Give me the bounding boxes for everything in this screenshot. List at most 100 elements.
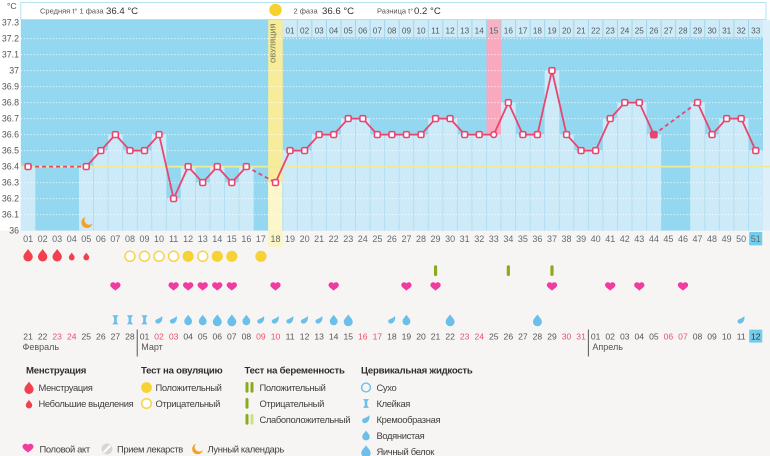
svg-text:29: 29 [431,234,441,244]
svg-text:18: 18 [533,26,543,35]
svg-text:50: 50 [736,234,746,244]
svg-text:08: 08 [387,26,397,35]
svg-text:26: 26 [649,26,659,35]
svg-text:04: 04 [183,332,193,342]
svg-text:36.2: 36.2 [2,194,19,204]
svg-text:22: 22 [445,332,455,342]
svg-text:24: 24 [474,332,484,342]
svg-text:28: 28 [125,332,135,342]
svg-text:Кремообразная: Кремообразная [377,414,441,425]
svg-text:21: 21 [577,26,587,35]
svg-text:02: 02 [38,234,48,244]
svg-text:05: 05 [81,234,91,244]
svg-text:02: 02 [605,332,615,342]
svg-text:02: 02 [300,26,310,35]
svg-text:Март: Март [141,342,163,352]
svg-text:25: 25 [635,26,645,35]
svg-text:46: 46 [678,234,688,244]
svg-text:10: 10 [416,26,426,35]
svg-text:31: 31 [460,234,470,244]
svg-text:Менструация: Менструация [26,366,86,377]
svg-text:23: 23 [52,332,62,342]
svg-text:07: 07 [678,332,688,342]
svg-text:36.4: 36.4 [2,162,19,172]
svg-text:01: 01 [591,332,601,342]
svg-text:06: 06 [664,332,674,342]
svg-text:43: 43 [634,234,644,244]
svg-text:26: 26 [387,234,397,244]
svg-text:24: 24 [620,26,630,35]
svg-text:01: 01 [140,332,150,342]
svg-text:Прием лекарств: Прием лекарств [117,444,183,455]
svg-text:04: 04 [67,234,77,244]
svg-text:27: 27 [664,26,674,35]
svg-text:14: 14 [475,26,485,35]
svg-text:19: 19 [285,234,295,244]
svg-text:33: 33 [751,26,761,35]
svg-text:08: 08 [125,234,135,244]
svg-text:42: 42 [620,234,630,244]
svg-text:12: 12 [300,332,310,342]
svg-text:Сухо: Сухо [377,382,397,393]
svg-text:14: 14 [212,234,222,244]
svg-text:25: 25 [372,234,382,244]
svg-text:17: 17 [373,332,383,342]
svg-text:37.1: 37.1 [2,50,19,60]
svg-text:07: 07 [110,234,120,244]
svg-text:07: 07 [373,26,383,35]
svg-text:41: 41 [605,234,615,244]
svg-text:23: 23 [343,234,353,244]
svg-text:49: 49 [722,234,732,244]
svg-text:Февраль: Февраль [23,342,60,352]
svg-text:16: 16 [358,332,368,342]
svg-text:05: 05 [198,332,208,342]
svg-text:ОВУЛЯЦИЯ: ОВУЛЯЦИЯ [270,23,277,63]
svg-text:36.5: 36.5 [2,146,19,156]
svg-text:32: 32 [737,26,747,35]
svg-text:06: 06 [212,332,222,342]
svg-text:Слабоположительный: Слабоположительный [260,414,351,425]
svg-text:09: 09 [707,332,717,342]
svg-text:23: 23 [460,332,470,342]
svg-text:44: 44 [649,234,659,244]
svg-text:Водянистая: Водянистая [377,430,425,441]
svg-text:Положительный: Положительный [260,382,326,393]
svg-text:Цервикальная жидкость: Цервикальная жидкость [361,366,473,377]
svg-text:25: 25 [82,332,92,342]
svg-text:36.1: 36.1 [2,210,19,220]
svg-text:12: 12 [183,234,193,244]
svg-text:Половой акт: Половой акт [40,444,91,455]
svg-text:08: 08 [693,332,703,342]
svg-text:21: 21 [431,332,441,342]
svg-text:°C: °C [7,1,17,11]
svg-text:Клейкая: Клейкая [377,398,411,409]
svg-text:36.4 °C: 36.4 °C [106,6,138,17]
svg-text:34: 34 [503,234,513,244]
svg-text:24: 24 [358,234,368,244]
svg-text:03: 03 [169,332,179,342]
svg-text:Менструация: Менструация [39,382,93,393]
svg-text:09: 09 [256,332,266,342]
svg-text:35: 35 [518,234,528,244]
svg-text:Яичный белок: Яичный белок [377,446,436,456]
svg-text:09: 09 [139,234,149,244]
svg-text:16: 16 [241,234,251,244]
svg-text:03: 03 [52,234,62,244]
svg-text:10: 10 [271,332,281,342]
svg-text:15: 15 [227,234,237,244]
svg-text:05: 05 [344,26,354,35]
svg-text:14: 14 [329,332,339,342]
svg-text:16: 16 [504,26,514,35]
svg-text:36.8: 36.8 [2,98,19,108]
svg-text:30: 30 [445,234,455,244]
svg-text:02: 02 [154,332,164,342]
svg-text:04: 04 [635,332,645,342]
svg-text:13: 13 [314,332,324,342]
svg-text:19: 19 [547,26,557,35]
svg-text:06: 06 [96,234,106,244]
svg-text:51: 51 [751,234,761,244]
svg-text:30: 30 [562,332,572,342]
svg-text:20: 20 [300,234,310,244]
svg-text:15: 15 [489,26,499,35]
svg-text:17: 17 [256,234,266,244]
